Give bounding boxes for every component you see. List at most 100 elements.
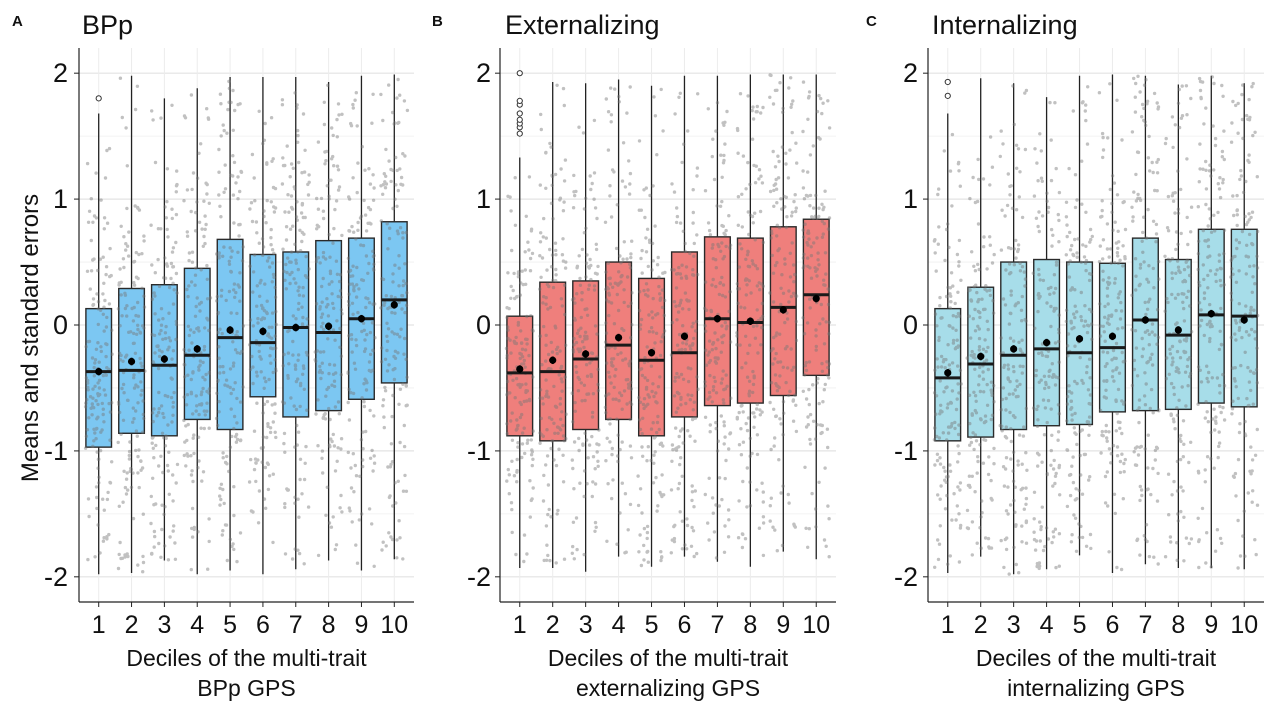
jitter-point xyxy=(229,407,233,411)
jitter-point xyxy=(393,197,397,201)
jitter-point xyxy=(1101,155,1105,160)
jitter-point xyxy=(571,348,575,352)
jitter-point xyxy=(522,362,526,366)
jitter-point xyxy=(692,400,696,404)
jitter-point xyxy=(976,309,981,314)
jitter-point xyxy=(562,557,567,561)
jitter-point xyxy=(1143,300,1147,305)
jitter-point xyxy=(827,332,831,336)
jitter-point xyxy=(738,242,742,246)
jitter-point xyxy=(85,161,90,166)
jitter-point xyxy=(263,465,268,470)
jitter-point xyxy=(546,395,551,399)
mean-point xyxy=(259,327,267,335)
jitter-point xyxy=(549,340,553,345)
jitter-point xyxy=(726,535,731,539)
jitter-point xyxy=(221,487,225,492)
jitter-point xyxy=(1231,194,1235,198)
jitter-point xyxy=(1082,324,1086,328)
jitter-point xyxy=(675,343,680,347)
jitter-point xyxy=(336,294,340,299)
jitter-point xyxy=(363,213,368,217)
jitter-point xyxy=(506,325,510,329)
jitter-point xyxy=(1037,229,1042,234)
jitter-point xyxy=(347,506,351,510)
jitter-point xyxy=(296,133,300,138)
jitter-point xyxy=(1182,559,1186,563)
jitter-point xyxy=(656,255,660,260)
jitter-point xyxy=(978,315,982,320)
jitter-point xyxy=(205,409,209,413)
jitter-point xyxy=(362,198,366,203)
jitter-point xyxy=(1208,254,1212,258)
jitter-point xyxy=(711,342,715,346)
jitter-point xyxy=(1247,97,1251,102)
jitter-point xyxy=(1004,456,1009,460)
jitter-point xyxy=(515,418,519,422)
jitter-point xyxy=(946,431,951,435)
y-tick-label: -1 xyxy=(467,436,491,466)
jitter-point xyxy=(156,366,161,371)
jitter-point xyxy=(1088,227,1093,232)
jitter-point xyxy=(513,296,517,301)
jitter-point xyxy=(168,339,173,343)
jitter-point xyxy=(510,411,514,415)
jitter-point xyxy=(583,330,588,334)
jitter-point xyxy=(936,557,941,562)
jitter-point xyxy=(1138,90,1142,94)
jitter-point xyxy=(823,283,827,287)
jitter-point xyxy=(1012,369,1016,374)
jitter-point xyxy=(663,270,667,275)
jitter-point xyxy=(655,153,659,157)
jitter-point xyxy=(649,458,653,463)
jitter-point xyxy=(1253,453,1258,457)
jitter-point xyxy=(627,362,631,366)
jitter-point xyxy=(221,529,225,533)
jitter-point xyxy=(1187,273,1192,278)
jitter-point xyxy=(117,402,121,406)
jitter-point xyxy=(988,135,993,139)
jitter-point xyxy=(564,260,568,264)
jitter-point xyxy=(121,418,126,422)
jitter-point xyxy=(1219,343,1224,347)
jitter-point xyxy=(1037,564,1042,568)
jitter-point xyxy=(943,258,947,263)
jitter-point xyxy=(388,226,392,230)
jitter-point xyxy=(1049,178,1054,183)
jitter-point xyxy=(1229,258,1234,262)
jitter-point xyxy=(1188,374,1192,379)
jitter-point xyxy=(768,189,773,194)
jitter-point xyxy=(260,460,264,464)
jitter-point xyxy=(226,384,230,388)
jitter-point xyxy=(1157,409,1161,413)
jitter-point xyxy=(1038,132,1042,136)
jitter-point xyxy=(977,336,982,341)
jitter-point xyxy=(683,241,687,246)
jitter-point xyxy=(321,209,326,213)
jitter-point xyxy=(1153,333,1157,337)
jitter-point xyxy=(404,357,408,361)
jitter-point xyxy=(355,265,359,270)
jitter-point xyxy=(159,116,163,120)
jitter-point xyxy=(1168,259,1172,263)
jitter-point xyxy=(778,374,782,378)
jitter-point xyxy=(334,259,339,263)
jitter-point xyxy=(1143,447,1147,451)
jitter-point xyxy=(638,323,643,327)
jitter-point xyxy=(787,86,791,90)
jitter-point xyxy=(392,332,397,336)
jitter-point xyxy=(769,496,773,500)
jitter-point xyxy=(1170,115,1175,119)
jitter-point xyxy=(646,402,650,406)
jitter-point xyxy=(315,227,319,231)
jitter-point xyxy=(690,498,694,503)
jitter-point xyxy=(1098,244,1103,248)
jitter-point xyxy=(957,169,961,173)
jitter-point xyxy=(101,412,105,417)
jitter-point xyxy=(1007,392,1012,396)
jitter-point xyxy=(740,247,744,251)
jitter-point xyxy=(526,438,530,442)
jitter-point xyxy=(1138,266,1143,270)
jitter-point xyxy=(759,111,763,115)
jitter-point xyxy=(1232,377,1237,381)
